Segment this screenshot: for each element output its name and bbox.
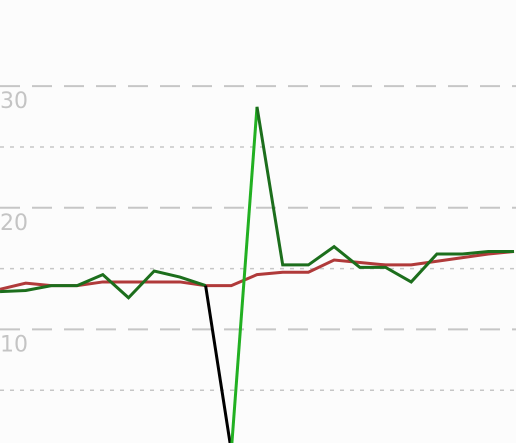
series-lines <box>0 106 515 443</box>
series-line <box>0 250 515 291</box>
series-line <box>230 106 259 443</box>
series-line <box>204 285 232 443</box>
y-tick-labels: 10 20 30 <box>0 89 28 357</box>
series-line <box>255 106 514 284</box>
series-line <box>0 269 207 300</box>
y-tick-label: 30 <box>0 89 28 114</box>
grid <box>0 85 516 391</box>
y-tick-label: 10 <box>0 332 28 357</box>
y-tick-label: 20 <box>0 211 28 236</box>
